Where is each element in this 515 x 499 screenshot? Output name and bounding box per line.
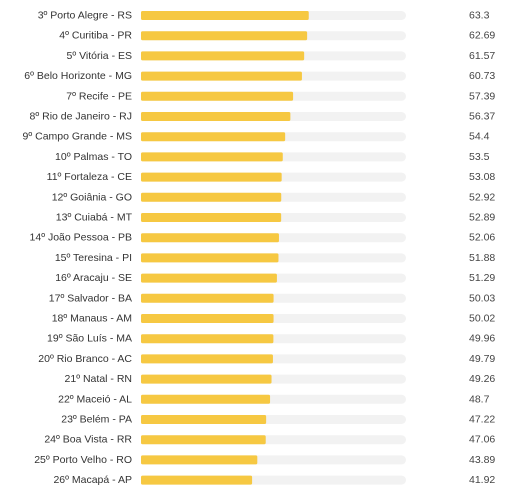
- value-label: 47.22: [469, 414, 495, 426]
- category-label: 25º Porto Velho - RO: [34, 454, 132, 466]
- category-label: 16º Aracaju - SE: [55, 272, 132, 284]
- value-label: 57.39: [469, 90, 495, 102]
- chart-row: 6º Belo Horizonte - MG 60.73: [24, 70, 495, 82]
- category-label: 7º Recife - PE: [66, 90, 132, 102]
- chart-row: 19º São Luís - MA 49.96: [47, 333, 495, 345]
- chart-row: 9º Campo Grande - MS 54.4: [23, 131, 490, 143]
- value-label: 51.88: [469, 252, 495, 264]
- category-label: 21º Natal - RN: [65, 373, 132, 385]
- chart-row: 5º Vitória - ES 61.57: [66, 50, 495, 62]
- bar: [141, 475, 253, 485]
- value-label: 49.79: [469, 353, 495, 365]
- category-label: 23º Belém - PA: [61, 414, 132, 426]
- bar: [141, 213, 282, 222]
- category-label: 24º Boa Vista - RR: [44, 434, 132, 446]
- value-label: 54.4: [469, 131, 490, 143]
- bar: [141, 152, 283, 162]
- chart-row: 20º Rio Branco - AC 49.79: [38, 353, 495, 365]
- bar: [141, 253, 279, 263]
- chart-row: 23º Belém - PA 47.22: [61, 414, 495, 426]
- category-label: 8º Rio de Janeiro - RJ: [30, 111, 132, 123]
- chart-row: 4º Curitiba - PR 62.69: [59, 30, 495, 42]
- value-label: 48.7: [469, 393, 490, 405]
- value-label: 49.96: [469, 333, 495, 345]
- chart-row: 18º Manaus - AM 50.02: [52, 313, 496, 325]
- value-label: 53.5: [469, 151, 490, 163]
- chart-row: 22º Maceió - AL 48.7: [58, 393, 489, 405]
- chart-row: 24º Boa Vista - RR 47.06: [44, 434, 495, 446]
- value-label: 50.02: [469, 313, 495, 325]
- value-label: 52.89: [469, 212, 495, 224]
- value-label: 41.92: [469, 474, 495, 486]
- chart-row: 26º Macapá - AP 41.92: [53, 474, 495, 486]
- bar: [141, 233, 279, 243]
- value-label: 52.92: [469, 191, 495, 203]
- category-label: 15º Teresina - PI: [55, 252, 132, 264]
- chart-row: 10º Palmas - TO 53.5: [55, 151, 490, 163]
- category-label: 6º Belo Horizonte - MG: [24, 70, 132, 82]
- bar: [141, 132, 286, 142]
- bar: [141, 11, 309, 20]
- value-label: 52.06: [469, 232, 495, 244]
- bar: [141, 314, 274, 323]
- bar: [141, 91, 294, 101]
- bar: [141, 374, 272, 384]
- category-label: 26º Macapá - AP: [53, 474, 132, 486]
- bar: [141, 112, 291, 121]
- category-label: 12º Goiânia - GO: [52, 191, 132, 203]
- bar: [141, 415, 267, 424]
- category-label: 3º Porto Alegre - RS: [38, 10, 132, 22]
- chart-row: 3º Porto Alegre - RS 63.3: [38, 10, 490, 22]
- bar: [141, 293, 274, 303]
- value-label: 60.73: [469, 70, 495, 82]
- bar: [141, 172, 282, 182]
- category-label: 17º Salvador - BA: [49, 292, 132, 304]
- category-label: 4º Curitiba - PR: [59, 30, 132, 42]
- chart-row: 25º Porto Velho - RO 43.89: [34, 454, 495, 466]
- bar: [141, 51, 305, 61]
- chart-row: 12º Goiânia - GO 52.92: [52, 191, 496, 203]
- category-label: 13º Cuiabá - MT: [56, 212, 133, 224]
- value-label: 49.26: [469, 373, 495, 385]
- bar: [141, 71, 302, 81]
- category-label: 5º Vitória - ES: [66, 50, 132, 62]
- chart-row: 11º Fortaleza - CE 53.08: [47, 171, 496, 183]
- bar: [141, 435, 266, 445]
- value-label: 43.89: [469, 454, 495, 466]
- value-label: 62.69: [469, 30, 495, 42]
- chart-row: 17º Salvador - BA 50.03: [49, 292, 496, 304]
- category-label: 20º Rio Branco - AC: [38, 353, 132, 365]
- bar: [141, 394, 271, 404]
- value-label: 51.29: [469, 272, 495, 284]
- value-label: 61.57: [469, 50, 495, 62]
- category-label: 14º João Pessoa - PB: [30, 232, 132, 244]
- bar: [141, 354, 273, 364]
- chart-row: 16º Aracaju - SE 51.29: [55, 272, 495, 284]
- category-label: 11º Fortaleza - CE: [47, 171, 132, 183]
- chart-row: 13º Cuiabá - MT 52.89: [56, 212, 496, 224]
- category-label: 22º Maceió - AL: [58, 393, 132, 405]
- bar: [141, 192, 282, 202]
- category-label: 18º Manaus - AM: [52, 313, 132, 325]
- value-label: 63.3: [469, 10, 490, 22]
- chart-row: 7º Recife - PE 57.39: [66, 90, 495, 102]
- category-label: 9º Campo Grande - MS: [23, 131, 132, 143]
- category-label: 10º Palmas - TO: [55, 151, 132, 163]
- bar: [141, 334, 274, 344]
- bar: [141, 455, 258, 465]
- category-label: 19º São Luís - MA: [47, 333, 132, 345]
- chart-row: 21º Natal - RN 49.26: [65, 373, 496, 385]
- chart-row: 14º João Pessoa - PB 52.06: [30, 232, 496, 244]
- value-label: 50.03: [469, 292, 495, 304]
- value-label: 47.06: [469, 434, 495, 446]
- chart-row: 8º Rio de Janeiro - RJ 56.37: [30, 111, 496, 123]
- bar: [141, 273, 277, 283]
- bar: [141, 31, 308, 41]
- value-label: 53.08: [469, 171, 495, 183]
- chart-row: 15º Teresina - PI 51.88: [55, 252, 496, 264]
- value-label: 56.37: [469, 111, 495, 123]
